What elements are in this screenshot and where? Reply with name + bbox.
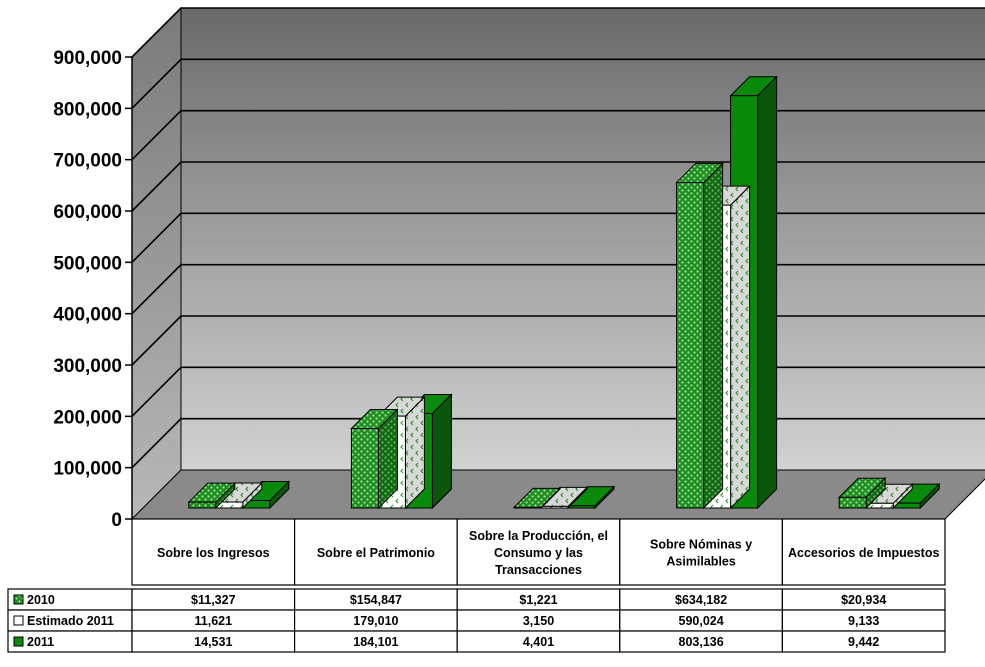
bar-estimado-2011-accesorios-de-impuestos — [864, 483, 914, 510]
bar-side — [431, 393, 452, 510]
legend-swatch-2010 — [13, 594, 24, 605]
bar-front — [838, 496, 867, 509]
back-wall — [180, 7, 985, 471]
x-category-label: Sobre la Producción, el Consumo y las Tran… — [469, 529, 608, 577]
y-tick-label: 700,000 — [53, 151, 122, 172]
bar-2011-accesorios-de-impuestos — [891, 482, 941, 510]
x-category-label: Accesorios de Impuestos — [788, 546, 939, 560]
bar-2010-accesorios-de-impuestos — [837, 477, 887, 510]
data-label: 9,133 — [848, 614, 879, 628]
data-label: 179,010 — [353, 614, 398, 628]
legend-label-2010: 2010 — [27, 593, 55, 607]
gridline — [131, 109, 985, 161]
data-label: 803,136 — [679, 635, 724, 649]
y-tick-label: 100,000 — [53, 459, 122, 480]
gridline — [131, 58, 985, 109]
bar-2010-sobre-el-patrimonio — [350, 408, 399, 510]
table-header-cell — [294, 518, 458, 586]
bar-estimado-2011-sobre-los-ingresos — [214, 481, 264, 510]
bar-2010-sobre-nominas-y-asimilables — [675, 162, 724, 510]
data-label: $154,847 — [350, 593, 402, 607]
table-header-cell — [456, 518, 621, 586]
bar-2011-sobre-los-ingresos — [241, 480, 291, 510]
bar-2011-sobre-la-produccion-el-consumo-y-las-transacciones — [566, 485, 616, 510]
bar-front — [676, 181, 705, 509]
bar-side — [757, 75, 778, 510]
bar-front — [540, 505, 569, 509]
data-label: $11,327 — [191, 593, 236, 607]
data-label: 4,401 — [523, 635, 554, 649]
table-header-cell — [619, 518, 783, 586]
y-tick-label: 800,000 — [53, 99, 122, 120]
data-label: $634,182 — [675, 593, 727, 607]
data-label: 184,101 — [353, 635, 398, 649]
legend-swatch-2011 — [13, 636, 24, 647]
bar-front — [567, 505, 596, 509]
data-label: $1,221 — [519, 593, 557, 607]
legend-label-2011: 2011 — [27, 635, 54, 649]
gridline — [131, 7, 985, 58]
bar-estimado-2011-sobre-la-produccion-el-consumo-y-las-transacciones — [539, 486, 589, 510]
y-tick-label: 900,000 — [53, 48, 122, 69]
y-tick-label: 300,000 — [53, 356, 122, 377]
gridline — [131, 161, 985, 212]
data-label: 590,024 — [679, 614, 724, 628]
data-label: 9,442 — [848, 635, 879, 649]
legend-label-estimado-2011: Estimado 2011 — [27, 614, 114, 628]
table-cell — [781, 630, 946, 653]
bar-2010-sobre-los-ingresos — [187, 481, 237, 510]
bar-front — [513, 506, 542, 509]
legend-swatch-estimado-2011 — [13, 615, 24, 626]
data-label: 14,531 — [194, 635, 232, 649]
data-label: 3,150 — [523, 614, 554, 628]
data-label: 11,621 — [195, 614, 233, 628]
y-tick-label: 500,000 — [53, 253, 122, 274]
data-label: $20,934 — [841, 593, 886, 607]
bar-side — [730, 184, 751, 510]
y-tick-label: 400,000 — [53, 305, 122, 326]
x-category-label: Sobre el Patrimonio — [317, 546, 435, 560]
y-tick-label: 200,000 — [53, 407, 122, 428]
bar-front — [188, 501, 217, 509]
bar-front — [350, 428, 379, 509]
x-category-label: Sobre Nóminas y Asimilables — [650, 538, 752, 569]
y-tick-label: 600,000 — [53, 202, 122, 223]
table-header-cell — [131, 518, 296, 586]
x-category-label: Sobre los Ingresos — [157, 546, 270, 560]
y-tick-label: 0 — [111, 510, 122, 531]
bar-2010-sobre-la-produccion-el-consumo-y-las-transacciones — [512, 487, 562, 510]
bar-side — [703, 162, 724, 510]
table-header-cell — [781, 518, 946, 586]
